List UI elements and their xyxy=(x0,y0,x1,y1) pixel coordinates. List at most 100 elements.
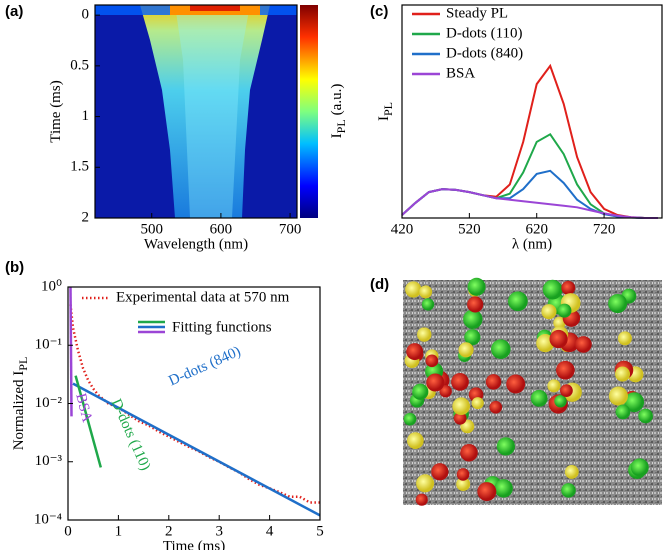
cell xyxy=(507,291,528,312)
plot-frame xyxy=(401,4,663,219)
x-tick-label: 1 xyxy=(115,523,123,539)
panel-label: (d) xyxy=(370,276,389,293)
x-tick-label: 620 xyxy=(525,221,548,237)
cell xyxy=(553,316,566,330)
cell xyxy=(477,482,497,502)
legend-label: BSA xyxy=(446,65,475,81)
cell xyxy=(456,468,470,481)
x-axis-label: Wavelength (nm) xyxy=(144,236,248,252)
x-tick-label: 600 xyxy=(210,221,233,237)
cell xyxy=(547,379,561,393)
cell xyxy=(506,374,526,394)
cell xyxy=(451,372,469,391)
y-axis-label-main: Normalized I xyxy=(11,371,27,451)
heatmap-image xyxy=(95,5,297,218)
panel-label: (a) xyxy=(5,3,23,20)
x-tick-label: 500 xyxy=(140,221,163,237)
cell xyxy=(415,493,428,506)
series-line xyxy=(401,169,658,219)
plot-frame xyxy=(94,4,298,219)
cell xyxy=(489,400,503,414)
cell xyxy=(452,397,470,416)
series-line xyxy=(401,188,658,219)
x-tick-label: 2 xyxy=(165,523,173,539)
microscopy-image xyxy=(403,277,662,506)
cell xyxy=(460,443,478,462)
series-line xyxy=(401,132,658,219)
panel-label: (c) xyxy=(370,3,388,20)
x-tick-label: 700 xyxy=(279,221,302,237)
cell xyxy=(407,432,424,450)
cell xyxy=(541,304,557,320)
y-tick-label: 1.5 xyxy=(70,159,89,175)
y-tick-label: 0 xyxy=(82,7,90,23)
cell xyxy=(630,458,649,477)
fit-line xyxy=(69,286,73,417)
cell xyxy=(417,327,432,342)
x-tick-label: 4 xyxy=(266,523,274,539)
cell xyxy=(419,285,433,299)
cell xyxy=(458,342,474,358)
x-tick-label: 3 xyxy=(215,523,223,539)
y-tick-label: 10⁻¹ xyxy=(35,337,62,353)
series-line xyxy=(69,304,320,504)
x-tick-label: 5 xyxy=(316,523,324,539)
y-tick-label: 1 xyxy=(82,108,90,124)
cell xyxy=(555,360,575,380)
annotation: D-dots (840) xyxy=(166,344,243,390)
cell xyxy=(439,385,452,398)
cell xyxy=(615,404,631,420)
colorbar-label-main: I xyxy=(329,133,345,138)
y-axis-label-main: I xyxy=(376,116,392,121)
cell xyxy=(464,329,481,346)
y-axis-label-main: Time (ms) xyxy=(48,80,64,142)
y-axis-label-sub: PL xyxy=(381,102,395,116)
y-tick-label: 10⁰ xyxy=(41,278,62,294)
cell xyxy=(624,392,645,413)
annotation: D-dots (110) xyxy=(108,397,154,473)
y-tick-label: 10⁻² xyxy=(35,395,63,411)
cell xyxy=(638,408,653,424)
cell xyxy=(494,479,513,498)
y-axis-label: Normalized IPL xyxy=(11,357,29,451)
cell xyxy=(554,394,567,408)
fit-line xyxy=(74,375,103,468)
x-tick-label: 420 xyxy=(391,221,414,237)
series-line xyxy=(401,63,658,219)
y-axis-label: Time (ms) xyxy=(48,80,64,142)
cell xyxy=(496,437,516,456)
cell xyxy=(608,293,628,314)
y-tick-label: 0.5 xyxy=(70,57,89,73)
cell xyxy=(416,474,435,493)
legend-label: Fitting functions xyxy=(172,319,272,335)
y-tick-label: 10⁻³ xyxy=(35,453,63,469)
cell xyxy=(542,279,563,300)
cell xyxy=(561,483,576,498)
colorbar-label: IPL (a.u.) xyxy=(329,84,347,139)
colorbar xyxy=(300,5,318,218)
cell xyxy=(467,296,484,313)
cell xyxy=(561,280,576,295)
x-tick-label: 720 xyxy=(593,221,616,237)
cell xyxy=(549,329,568,349)
fit-line xyxy=(72,382,321,517)
panel-label: (b) xyxy=(5,259,24,276)
x-axis-label: Time (ms) xyxy=(163,538,225,550)
legend-label: D-dots (110) xyxy=(446,25,523,41)
legend-label: Experimental data at 570 nm xyxy=(116,289,290,305)
colorbar-label-unit: (a.u.) xyxy=(329,84,345,116)
cell xyxy=(530,389,548,407)
cell xyxy=(403,412,417,426)
cell xyxy=(471,397,484,410)
legend-label: D-dots (840) xyxy=(446,45,523,61)
x-tick-label: 520 xyxy=(458,221,481,237)
cell xyxy=(491,339,511,360)
cell xyxy=(405,281,422,298)
cell xyxy=(426,373,445,392)
cell xyxy=(456,477,471,492)
cell xyxy=(421,298,435,311)
cell xyxy=(564,465,579,479)
cell xyxy=(614,366,631,382)
annotation: BSA xyxy=(72,392,95,424)
